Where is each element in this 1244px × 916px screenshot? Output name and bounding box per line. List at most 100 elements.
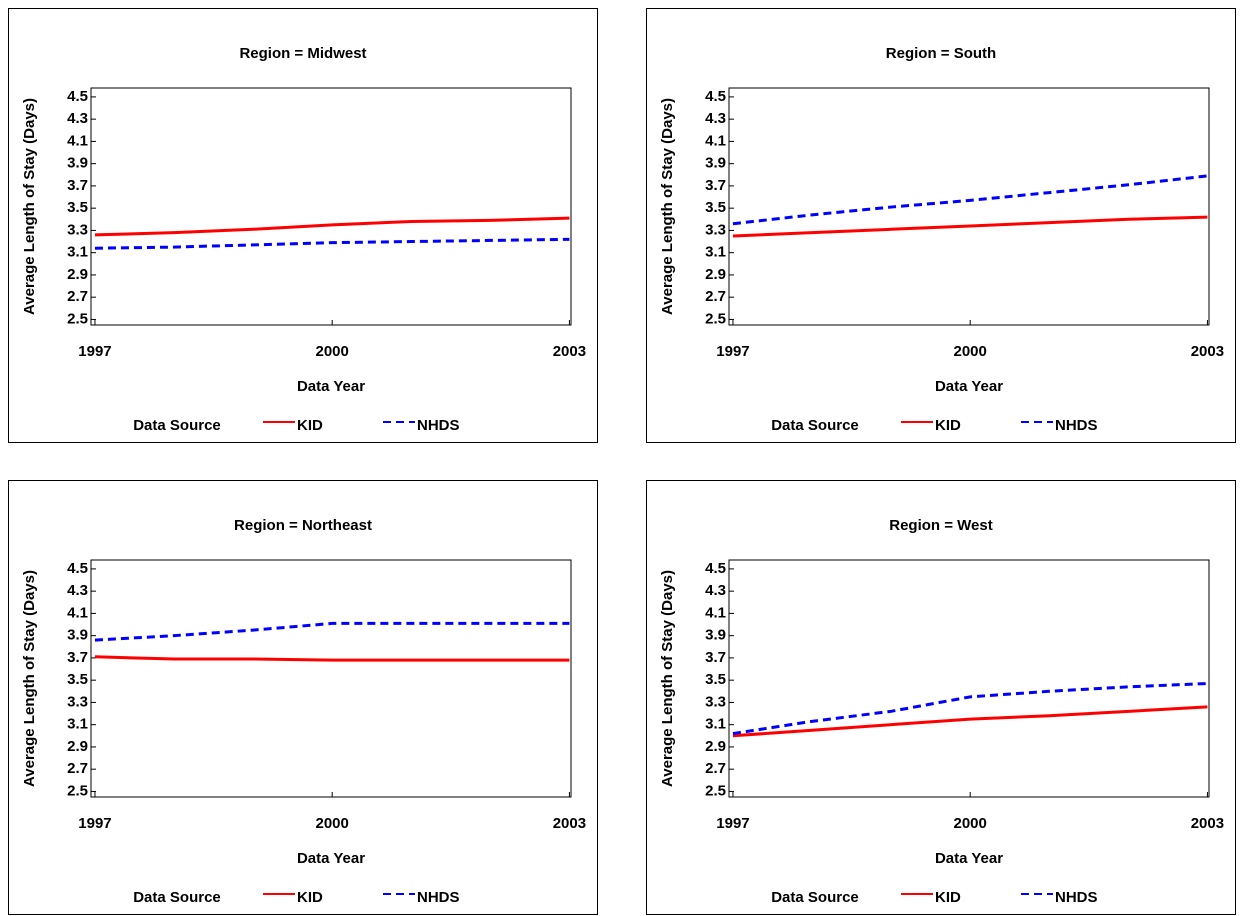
x-tick-label: 1997: [78, 815, 111, 832]
x-tick-label: 1997: [78, 343, 111, 360]
y-tick-label: 2.9: [705, 738, 726, 755]
x-tick-label: 1997: [716, 815, 749, 832]
legend-label: KID: [935, 417, 961, 434]
plot-frame: [90, 87, 572, 326]
series-line: [732, 174, 1208, 226]
y-tick-label: 4.1: [705, 604, 726, 621]
y-axis-label: Average Length of Stay (Days): [659, 98, 676, 315]
y-tick-label: 2.7: [705, 288, 726, 305]
chart-panel: Region = South 2.5 2.7 2.9 3.1 3.3 3.5 3.7 3.9 4.…: [646, 8, 1236, 443]
x-axis-label: Data Year: [297, 850, 365, 867]
legend-label: NHDS: [1055, 417, 1098, 434]
y-tick-label: 2.7: [67, 760, 88, 777]
y-tick-label: 3.3: [67, 221, 88, 238]
series-line: [732, 682, 1208, 736]
y-axis-label: Average Length of Stay (Days): [659, 570, 676, 787]
series-line: [732, 215, 1208, 238]
legend-title: Data Source: [133, 417, 221, 434]
y-tick-label: 4.3: [705, 110, 726, 127]
x-axis-label: Data Year: [935, 378, 1003, 395]
y-tick-label: 4.1: [67, 604, 88, 621]
panel-border: [8, 480, 598, 915]
panel-border: [646, 8, 1236, 443]
x-tick-label: 2000: [953, 815, 986, 832]
y-tick-label: 3.1: [67, 244, 88, 261]
series-line: [732, 705, 1208, 738]
y-tick-label: 2.5: [67, 782, 88, 799]
y-tick-label: 3.1: [705, 244, 726, 261]
panel-border: [8, 8, 598, 443]
y-tick-label: 3.9: [705, 155, 726, 172]
y-tick-label: 3.9: [705, 627, 726, 644]
y-tick-label: 3.5: [705, 199, 726, 216]
x-axis-label: Data Year: [297, 378, 365, 395]
series-line: [94, 237, 570, 250]
chart-panel: Region = West 2.5 2.7 2.9 3.1 3.3 3.5 3.7 3.9 4.1…: [646, 480, 1236, 915]
y-tick-label: 4.3: [705, 582, 726, 599]
y-tick-label: 3.5: [67, 671, 88, 688]
x-tick-label: 2003: [1191, 815, 1224, 832]
legend-label: KID: [297, 417, 323, 434]
y-tick-label: 3.7: [705, 177, 726, 194]
y-tick-label: 2.5: [67, 310, 88, 327]
y-tick-label: 2.7: [705, 760, 726, 777]
plot-frame: [728, 87, 1210, 326]
legend-title: Data Source: [771, 889, 859, 906]
y-axis-label: Average Length of Stay (Days): [21, 98, 38, 315]
x-tick-label: 2000: [953, 343, 986, 360]
y-tick-label: 3.7: [67, 177, 88, 194]
y-tick-label: 2.9: [67, 266, 88, 283]
x-tick-label: 2003: [553, 343, 586, 360]
x-tick-label: 2003: [553, 815, 586, 832]
y-tick-label: 4.5: [705, 560, 726, 577]
chart-panel: Region = Northeast 2.5 2.7 2.9 3.1 3.3 3.5 3.7 3…: [8, 480, 598, 915]
y-tick-label: 2.9: [67, 738, 88, 755]
legend-label: KID: [935, 889, 961, 906]
chart-title: Region = South: [886, 45, 996, 62]
y-tick-label: 3.5: [705, 671, 726, 688]
y-tick-label: 2.9: [705, 266, 726, 283]
x-tick-label: 2003: [1191, 343, 1224, 360]
y-tick-label: 4.1: [705, 132, 726, 149]
legend-title: Data Source: [133, 889, 221, 906]
panel-border: [646, 480, 1236, 915]
y-tick-label: 4.5: [705, 88, 726, 105]
y-tick-label: 3.3: [705, 221, 726, 238]
y-tick-label: 2.7: [67, 288, 88, 305]
legend-title: Data Source: [771, 417, 859, 434]
chart-title: Region = West: [889, 517, 993, 534]
chart-panel: Region = Midwest 2.5 2.7 2.9 3.1 3.3 3.5 3.7 3.9…: [8, 8, 598, 443]
y-tick-label: 3.5: [67, 199, 88, 216]
y-tick-label: 3.9: [67, 627, 88, 644]
legend-label: NHDS: [417, 417, 460, 434]
y-tick-label: 4.3: [67, 582, 88, 599]
y-tick-label: 3.9: [67, 155, 88, 172]
legend-label: NHDS: [417, 889, 460, 906]
y-tick-label: 4.1: [67, 132, 88, 149]
y-tick-label: 3.1: [705, 716, 726, 733]
legend-label: NHDS: [1055, 889, 1098, 906]
y-tick-label: 3.7: [67, 649, 88, 666]
plot-frame: [90, 559, 572, 798]
chart-title: Region = Northeast: [234, 517, 372, 534]
x-tick-label: 2000: [315, 815, 348, 832]
y-tick-label: 4.5: [67, 88, 88, 105]
y-tick-label: 4.3: [67, 110, 88, 127]
series-line: [94, 655, 570, 662]
chart-title: Region = Midwest: [239, 45, 366, 62]
x-axis-label: Data Year: [935, 850, 1003, 867]
legend-label: KID: [297, 889, 323, 906]
y-axis-label: Average Length of Stay (Days): [21, 570, 38, 787]
series-line: [94, 216, 570, 237]
y-tick-label: 3.3: [67, 693, 88, 710]
series-line: [94, 621, 570, 642]
y-tick-label: 3.7: [705, 649, 726, 666]
y-tick-label: 3.3: [705, 693, 726, 710]
y-tick-label: 3.1: [67, 716, 88, 733]
y-tick-label: 2.5: [705, 782, 726, 799]
y-tick-label: 2.5: [705, 310, 726, 327]
plot-frame: [728, 559, 1210, 798]
x-tick-label: 1997: [716, 343, 749, 360]
x-tick-label: 2000: [315, 343, 348, 360]
